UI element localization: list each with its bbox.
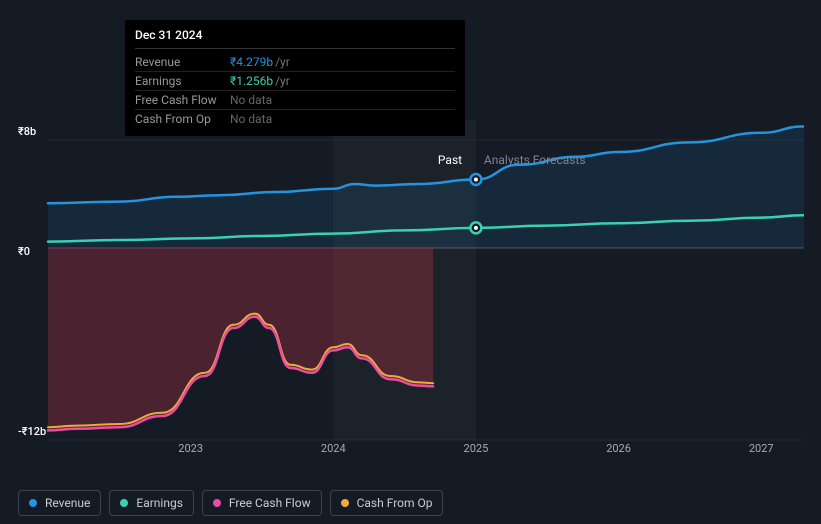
- x-axis-label: 2024: [321, 442, 346, 455]
- tooltip-metric-label: Free Cash Flow: [135, 93, 230, 107]
- tooltip-value: ₹1.256b: [230, 74, 273, 88]
- tooltip-nodata: No data: [230, 112, 272, 126]
- tooltip-row: Revenue₹4.279b /yr: [135, 53, 455, 72]
- legend-item-revenue[interactable]: Revenue: [18, 490, 101, 516]
- y-axis-label: ₹8b: [18, 125, 36, 138]
- legend-item-cfo[interactable]: Cash From Op: [330, 490, 444, 516]
- tooltip-unit: /yr: [275, 74, 290, 88]
- forecast-chart: Past Analysts Forecasts 2023 2024 2025 2026…: [18, 120, 804, 480]
- legend-dot-icon: [213, 499, 221, 507]
- x-axis-label: 2026: [606, 442, 631, 455]
- x-axis-label: 2025: [464, 442, 489, 455]
- legend-dot-icon: [120, 499, 128, 507]
- tooltip-row: Free Cash FlowNo data: [135, 91, 455, 110]
- legend-item-fcf[interactable]: Free Cash Flow: [202, 490, 322, 516]
- tooltip-value: ₹4.279b: [230, 55, 273, 69]
- tooltip-metric-label: Cash From Op: [135, 112, 230, 126]
- tooltip-row: Earnings₹1.256b /yr: [135, 72, 455, 91]
- tooltip-metric-label: Earnings: [135, 74, 230, 88]
- chart-legend: Revenue Earnings Free Cash Flow Cash From O…: [18, 490, 443, 516]
- legend-label: Revenue: [45, 496, 90, 510]
- legend-dot-icon: [341, 499, 349, 507]
- legend-label: Cash From Op: [357, 496, 433, 510]
- tooltip-unit: /yr: [275, 55, 290, 69]
- legend-item-earnings[interactable]: Earnings: [109, 490, 194, 516]
- y-axis-label: ₹0: [18, 245, 30, 258]
- tooltip-date: Dec 31 2024: [135, 28, 455, 49]
- legend-label: Earnings: [136, 496, 183, 510]
- tooltip-row: Cash From OpNo data: [135, 110, 455, 128]
- tooltip-nodata: No data: [230, 93, 272, 107]
- legend-dot-icon: [29, 499, 37, 507]
- x-axis-label: 2027: [749, 442, 774, 455]
- legend-label: Free Cash Flow: [229, 496, 311, 510]
- past-label: Past: [438, 153, 462, 167]
- tooltip-metric-label: Revenue: [135, 55, 230, 69]
- x-axis-label: 2023: [178, 442, 203, 455]
- y-axis-label: -₹12b: [18, 425, 46, 438]
- chart-tooltip: Dec 31 2024 Revenue₹4.279b /yrEarnings₹1…: [125, 20, 465, 136]
- forecast-label: Analysts Forecasts: [484, 153, 586, 167]
